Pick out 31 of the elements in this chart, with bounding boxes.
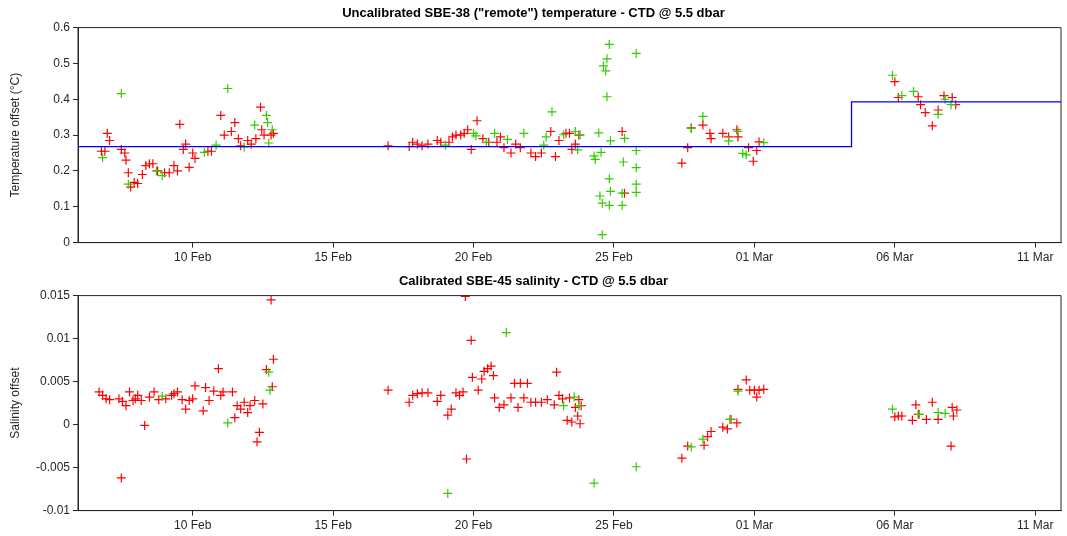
x-tick-label: 01 Mar bbox=[735, 250, 774, 265]
y-tick-label: 0.3 bbox=[53, 127, 71, 142]
x-tick-label: 15 Feb bbox=[314, 250, 353, 265]
x-tick-label: 06 Mar bbox=[876, 250, 914, 265]
y-tick-label: 0.6 bbox=[53, 19, 71, 34]
y-tick-label: -0.005 bbox=[35, 459, 71, 474]
x-tick-label: 01 Mar bbox=[735, 518, 774, 533]
x-tick-label: 20 Feb bbox=[454, 250, 493, 265]
x-tick-label: 10 Feb bbox=[174, 518, 212, 533]
x-tick-label: 06 Mar bbox=[876, 518, 914, 533]
x-tick-label: 11 Mar bbox=[1017, 250, 1054, 265]
x-tick-label: 15 Feb bbox=[314, 518, 353, 533]
y-tick-label: 0.015 bbox=[39, 287, 71, 302]
y-tick-label: 0.2 bbox=[53, 163, 71, 178]
y-tick-label: 0.5 bbox=[53, 55, 71, 70]
y-tick-label: 0.4 bbox=[53, 91, 71, 106]
x-tick-label: 20 Feb bbox=[454, 518, 493, 533]
y-axis-title: Temperature offset (°C) bbox=[7, 72, 22, 198]
x-tick-label: 25 Feb bbox=[595, 518, 633, 533]
y-tick-label: 0 bbox=[63, 416, 71, 431]
y-tick-label: -0.01 bbox=[42, 502, 71, 517]
y-tick-label: 0.01 bbox=[46, 330, 71, 345]
y-tick-label: 0.005 bbox=[39, 373, 71, 388]
x-tick-label: 11 Mar bbox=[1017, 518, 1054, 533]
chart-title: Calibrated SBE-45 salinity - CTD @ 5.5 dbar bbox=[398, 273, 669, 289]
x-tick-label: 10 Feb bbox=[174, 250, 212, 265]
chart-title: Uncalibrated SBE-38 ("remote") temperature - CTD @ 5.5 dbar bbox=[342, 5, 725, 21]
y-tick-label: 0.1 bbox=[53, 199, 71, 214]
y-tick-label: 0 bbox=[63, 234, 71, 249]
x-tick-label: 25 Feb bbox=[595, 250, 633, 265]
y-axis-title: Salinity offset bbox=[7, 366, 22, 439]
